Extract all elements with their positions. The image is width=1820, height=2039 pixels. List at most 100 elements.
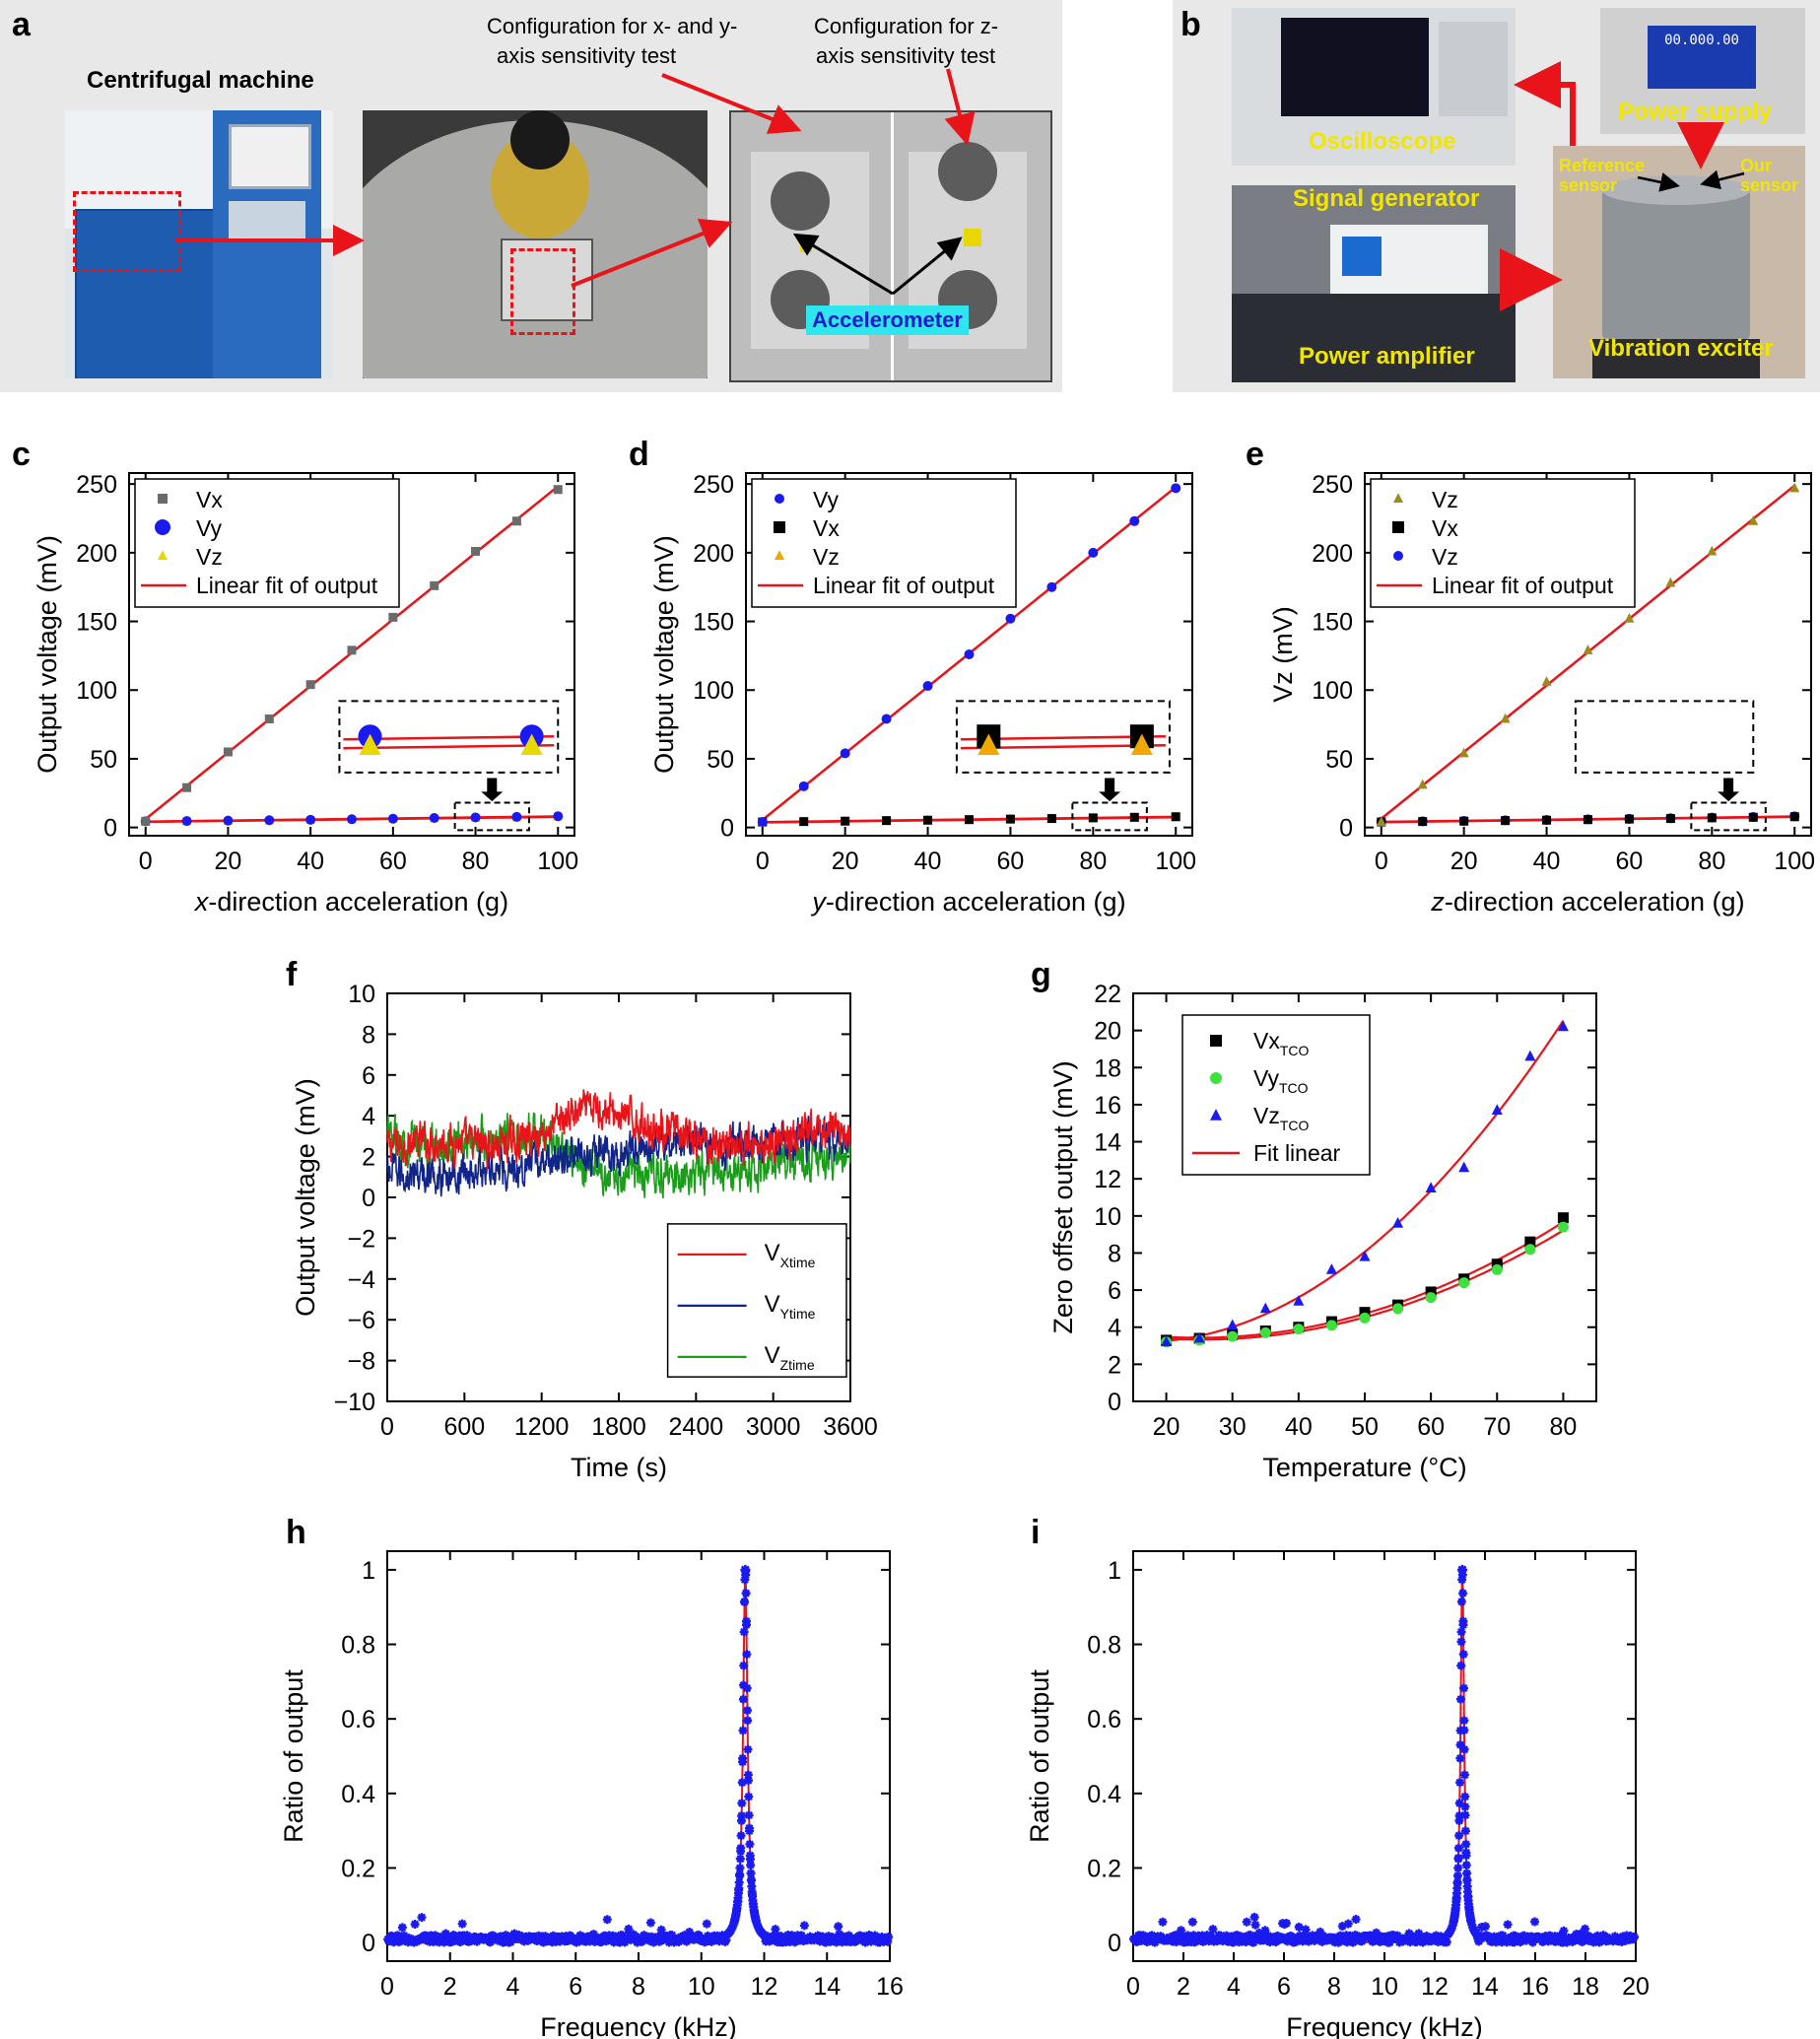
response-sample <box>624 1924 634 1934</box>
response-sample <box>735 1854 745 1864</box>
rotor-highlight-box <box>510 248 575 335</box>
series-line-xtime <box>386 1089 851 1170</box>
x-tick-label: 3000 <box>746 1413 801 1441</box>
data-point-vy <box>181 816 192 827</box>
data-point-vy <box>1359 1312 1371 1324</box>
plot-frame <box>1132 1550 1637 1962</box>
arrow-reference-sensor <box>1637 172 1680 192</box>
response-fit-curve <box>1133 1569 1636 1944</box>
response-sample <box>736 1816 746 1825</box>
response-sample <box>746 1875 756 1885</box>
y-tick-label: 0 <box>362 1930 375 1957</box>
data-point-vx <box>841 816 850 826</box>
legend-fit-label: Linear fit of output <box>196 573 378 598</box>
data-point-vy <box>1425 1292 1437 1304</box>
response-sample <box>1462 1875 1472 1885</box>
response-sample <box>1384 1937 1394 1947</box>
y-axis-label: Ratio of output <box>1025 1669 1054 1843</box>
data-point-vy <box>1491 1263 1503 1275</box>
chart-d: 0 20 40 60 80 100 0 50 100 150 200 250 y-direction a… <box>629 436 1196 917</box>
legend-label: VZtime <box>765 1342 815 1373</box>
y-tick-label: 0.6 <box>1087 1706 1121 1733</box>
y-tick-label: 2 <box>362 1144 375 1172</box>
x-tick-label: 4 <box>506 1973 520 2001</box>
data-point-vx <box>1005 814 1015 824</box>
data-point-vy <box>387 813 398 824</box>
response-sample <box>739 1627 749 1637</box>
response-sample <box>1455 1694 1465 1704</box>
x-tick-label: 60 <box>1616 848 1644 875</box>
legend-label: Vx <box>196 487 223 512</box>
response-sample <box>741 1616 751 1626</box>
response-sample <box>1459 1770 1469 1780</box>
y-tick-label: −8 <box>347 1348 375 1376</box>
response-sample <box>410 1920 420 1930</box>
response-sample <box>744 1792 754 1801</box>
response-sample <box>1351 1915 1361 1925</box>
x-tick-label: 2 <box>443 1973 457 2001</box>
inset-marker <box>1130 733 1153 756</box>
response-sample <box>737 1811 747 1821</box>
y-tick-label: 50 <box>90 746 117 774</box>
x-tick-label: 40 <box>1285 1413 1313 1441</box>
reference-sensor-line-1: Reference <box>1559 156 1646 175</box>
response-sample <box>656 1925 666 1935</box>
response-sample <box>1454 1811 1464 1821</box>
response-sample <box>1557 1931 1567 1940</box>
data-point-vy <box>1129 515 1140 526</box>
x-tick-label: 50 <box>1351 1413 1379 1441</box>
data-point-vz <box>1541 676 1552 686</box>
data-point-vx <box>1459 816 1469 826</box>
response-sample <box>743 1776 753 1786</box>
y-tick-label: 2 <box>1108 1351 1121 1379</box>
data-point-vx <box>1665 814 1675 824</box>
response-sample <box>742 1683 752 1693</box>
response-sample <box>455 1937 465 1946</box>
chart-c: 0 20 40 60 80 100 0 50 100 150 200 250 x-direction a… <box>12 436 578 917</box>
response-sample <box>541 1932 551 1941</box>
x-tick-label: 12 <box>751 1973 778 2001</box>
response-sample <box>739 1661 749 1670</box>
our-sensor-line-2: sensor <box>1740 175 1799 195</box>
x-tick-label: 10 <box>688 1973 715 2001</box>
data-point-vx <box>305 680 315 690</box>
response-fit-curve <box>387 1569 890 1944</box>
response-sample <box>737 1778 747 1788</box>
arrow-xy-config <box>661 73 802 134</box>
data-point-vy <box>840 748 850 759</box>
x-tick-label: 100 <box>1774 848 1815 875</box>
config-z-line-2: axis sensitivity test <box>816 43 996 68</box>
response-sample <box>746 1869 756 1878</box>
y-tick-label: 50 <box>1325 746 1353 774</box>
response-sample <box>734 1877 744 1887</box>
data-point-vz <box>1624 613 1635 623</box>
response-sample <box>745 1826 755 1836</box>
data-point-vy <box>347 814 357 825</box>
y-tick-label: 8 <box>362 1021 375 1049</box>
power-supply-label: Power supply <box>1618 99 1773 125</box>
response-sample <box>1301 1925 1311 1935</box>
legend-marker-vx <box>774 521 785 533</box>
y-tick-label: −10 <box>334 1389 375 1416</box>
chart-h: 0 2 4 6 8 10 12 14 16 0 0.2 0.4 0.6 0.8 1 Frequency (kH… <box>279 1514 904 2039</box>
x-tick-label: 8 <box>632 1973 645 2001</box>
photo-arrows <box>175 61 1745 311</box>
y-tick-label: 4 <box>362 1103 375 1130</box>
data-point-vz <box>1748 515 1759 525</box>
response-sample <box>735 1870 745 1880</box>
response-sample <box>1459 1744 1469 1754</box>
data-point-vy <box>1524 1244 1536 1256</box>
x-tick-label: 1800 <box>591 1413 646 1441</box>
response-sample <box>1466 1917 1476 1927</box>
response-sample <box>736 1843 746 1853</box>
data-point-vy <box>264 815 275 826</box>
response-sample <box>1454 1799 1464 1808</box>
x-tick-label: 18 <box>1572 1973 1599 2001</box>
y-tick-label: 1 <box>1108 1557 1121 1585</box>
zoom-arrow <box>481 778 504 802</box>
response-sample <box>1242 1917 1251 1927</box>
y-tick-label: 0.2 <box>341 1855 375 1882</box>
legend-label: VXtime <box>765 1240 816 1270</box>
